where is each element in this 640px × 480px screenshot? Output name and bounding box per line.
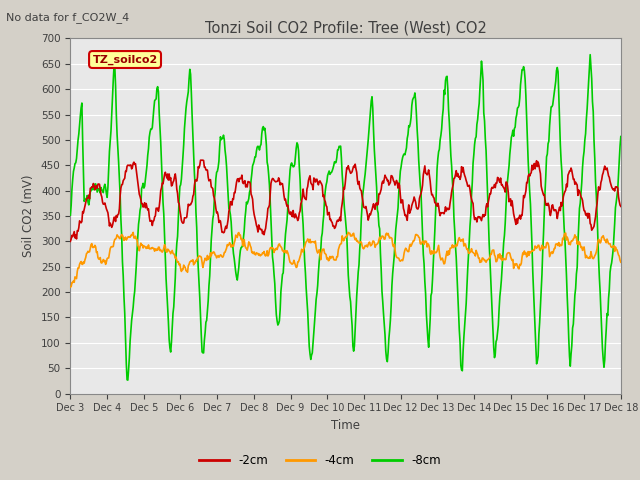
-2cm [429,194,437,200]
-4cm [413,232,421,238]
X-axis label: Time: Time [331,419,360,432]
-2cm [219,229,227,235]
-8cm [617,133,625,139]
-8cm [429,261,437,267]
Line: -2cm: -2cm [70,160,621,241]
-8cm [124,377,132,383]
-4cm [134,242,141,248]
-8cm [413,127,421,133]
Text: TZ_soilco2: TZ_soilco2 [92,54,157,65]
-2cm [617,204,625,209]
-4cm [429,251,437,257]
-2cm [196,157,204,163]
-2cm [67,239,74,244]
Text: No data for f_CO2W_4: No data for f_CO2W_4 [6,12,130,23]
Line: -4cm: -4cm [70,232,621,287]
-8cm [67,212,74,218]
-4cm [129,229,137,235]
-8cm [134,234,141,240]
-8cm [219,135,227,141]
-2cm [77,219,84,225]
-4cm [67,284,74,290]
-4cm [617,259,625,265]
-4cm [77,260,84,265]
-8cm [586,52,594,58]
-2cm [413,206,421,212]
-4cm [219,254,227,260]
-8cm [77,113,84,119]
-4cm [190,262,198,268]
-2cm [133,173,141,179]
-8cm [190,149,198,155]
Y-axis label: Soil CO2 (mV): Soil CO2 (mV) [22,175,35,257]
Legend: -2cm, -4cm, -8cm: -2cm, -4cm, -8cm [195,449,445,472]
Title: Tonzi Soil CO2 Profile: Tree (West) CO2: Tonzi Soil CO2 Profile: Tree (West) CO2 [205,21,486,36]
-2cm [189,193,196,199]
Line: -8cm: -8cm [70,55,621,380]
